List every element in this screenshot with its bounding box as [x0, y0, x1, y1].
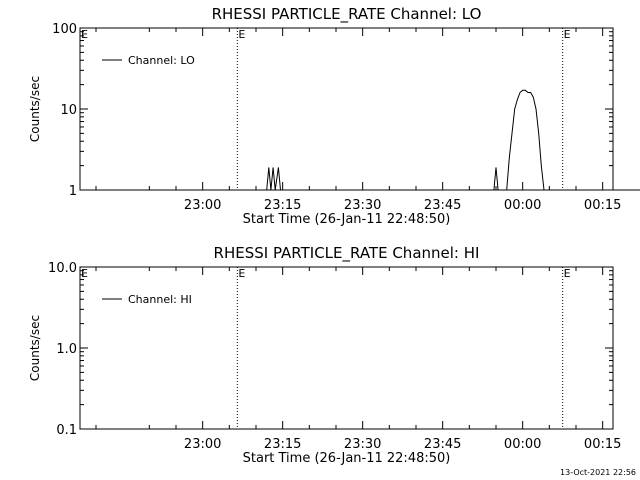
chart-2-y-tick-label: 10.0	[48, 261, 77, 276]
chart-1-y-tick-label: 100	[52, 22, 77, 37]
chart-2-title: RHESSI PARTICLE_RATE Channel: HI	[214, 244, 480, 263]
chart-2-x-tick-label: 23:45	[424, 437, 461, 452]
chart-1-event-marker-label: E	[238, 28, 245, 41]
chart-2-x-tick-label: 23:15	[264, 437, 301, 452]
chart-2-event-marker-label: E	[238, 267, 245, 280]
chart-2-y-tick-label: 1.0	[56, 342, 77, 357]
chart-2-frame	[79, 266, 614, 430]
chart-2-legend-label: Channel: HI	[128, 293, 192, 306]
chart-1-title: RHESSI PARTICLE_RATE Channel: LO	[212, 5, 482, 24]
chart-1-legend-label: Channel: LO	[128, 54, 195, 67]
chart-1-y-axis-label: Counts/sec	[28, 76, 42, 142]
chart-2-x-tick-label: 23:00	[184, 437, 221, 452]
chart-1-event-marker-label-left: E	[81, 28, 88, 41]
chart-2-y-tick-label: 0.1	[56, 423, 77, 438]
chart-1-x-tick-label: 00:15	[584, 198, 621, 213]
chart-1-y-tick-label: 10	[60, 103, 77, 118]
footer-date: 13-Oct-2021 22:56	[560, 468, 636, 477]
chart-1-x-tick-label: 23:30	[344, 198, 381, 213]
chart-2-x-tick-label: 00:15	[584, 437, 621, 452]
chart-1-x-tick-label: 23:15	[264, 198, 301, 213]
chart-1-frame	[79, 27, 614, 191]
chart-1-y-tick-label: 1	[69, 184, 77, 199]
chart-2-y-axis-label: Counts/sec	[28, 315, 42, 381]
chart-1-series-line	[85, 89, 640, 191]
chart-2-x-tick-label: 00:00	[504, 437, 541, 452]
chart-1-x-axis-label: Start Time (26-Jan-11 22:48:50)	[243, 212, 451, 227]
chart-2-event-marker-label: E	[564, 267, 571, 280]
chart-2: RHESSI PARTICLE_RATE Channel: HI Counts/s…	[28, 244, 621, 466]
chart-2-x-axis-label: Start Time (26-Jan-11 22:48:50)	[243, 451, 451, 466]
chart-2-x-tick-label: 23:30	[344, 437, 381, 452]
chart-2-event-marker-label-left: E	[81, 267, 88, 280]
chart-1-event-marker-label: E	[564, 28, 571, 41]
chart-1-x-tick-label: 23:45	[424, 198, 461, 213]
chart-1: RHESSI PARTICLE_RATE Channel: LO Counts/s…	[28, 5, 640, 227]
chart-1-x-tick-label: 23:00	[184, 198, 221, 213]
chart-1-x-tick-label: 00:00	[504, 198, 541, 213]
